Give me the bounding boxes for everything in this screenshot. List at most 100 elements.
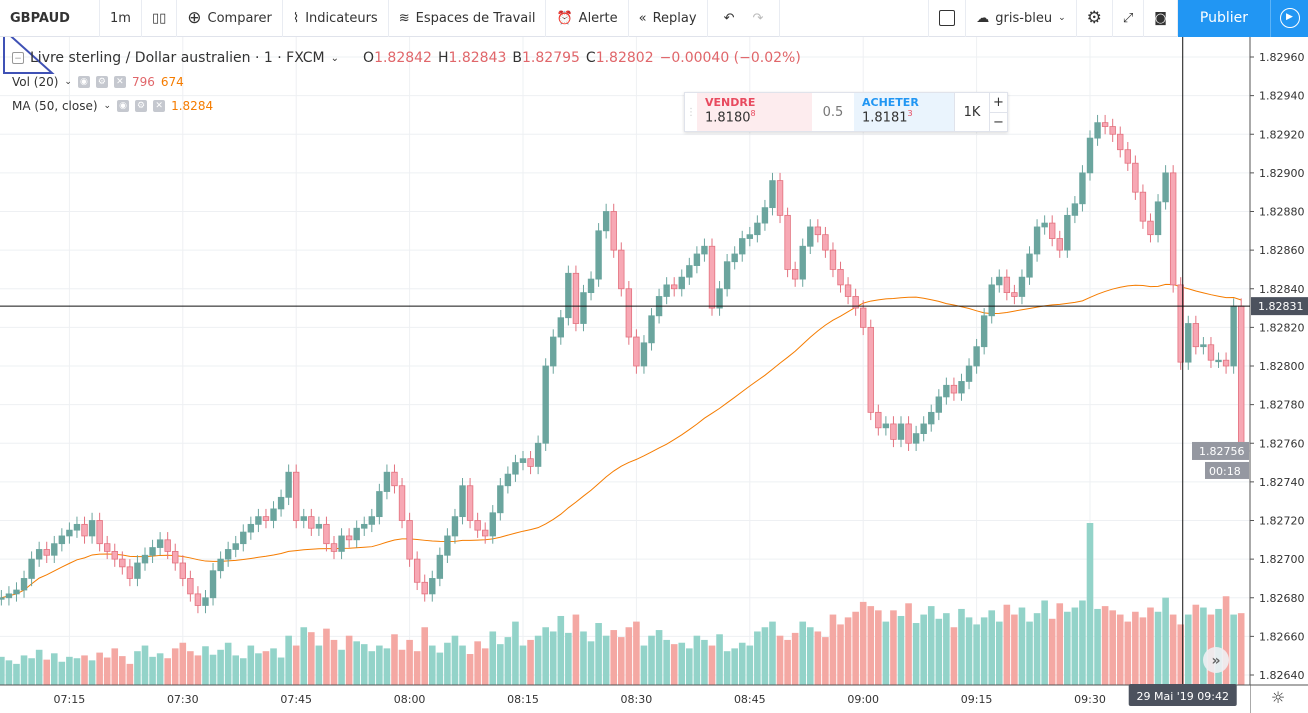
candle xyxy=(361,523,368,529)
drag-handle-icon[interactable]: ⋮ xyxy=(686,106,696,118)
snapshot-button[interactable]: ◙ xyxy=(1144,0,1178,37)
candle xyxy=(610,211,617,251)
camera-icon: ◙ xyxy=(1154,10,1167,26)
candle xyxy=(648,315,655,344)
volume-bar xyxy=(156,653,164,685)
volume-bar xyxy=(149,656,156,685)
close-value: 1.82802 xyxy=(595,50,654,66)
time-tick-label: 09:00 xyxy=(847,693,879,706)
candle xyxy=(391,471,398,487)
low-label: B xyxy=(512,50,523,66)
chevron-down-icon[interactable]: ⌄ xyxy=(64,77,72,87)
volume-bar xyxy=(1064,611,1071,685)
candle xyxy=(13,589,20,595)
candle xyxy=(406,520,413,560)
volume-bar xyxy=(171,648,179,685)
fullscreen-button[interactable]: ⤢ xyxy=(1113,0,1145,37)
theme-label: gris-bleu xyxy=(995,10,1053,26)
theme-button[interactable]: ☁ gris-bleu ⌄ xyxy=(966,0,1077,37)
axis-settings-icon[interactable]: ☼ xyxy=(1271,688,1285,707)
alert-button[interactable]: ⏰ Alerte xyxy=(546,0,629,37)
volume-bar xyxy=(1101,606,1109,685)
candle xyxy=(353,527,360,541)
volume-bar xyxy=(837,624,844,685)
candle xyxy=(277,496,285,510)
interval-button[interactable]: 1m xyxy=(100,0,142,37)
candle xyxy=(51,543,58,556)
candle xyxy=(761,207,769,224)
time-tick-label: 08:00 xyxy=(394,693,426,706)
quantity-field[interactable]: 1K xyxy=(954,93,989,131)
decrease-quantity-button[interactable]: − xyxy=(990,112,1007,132)
volume-bar xyxy=(610,630,618,685)
replay-button[interactable]: « Replay xyxy=(629,0,708,37)
candle xyxy=(1207,344,1215,361)
alert-label: Alerte xyxy=(578,10,618,26)
settings-button[interactable]: ⚙ xyxy=(1077,0,1113,37)
candle xyxy=(958,381,965,394)
volume-indicator-label[interactable]: Vol (20) xyxy=(12,75,59,89)
symbol-search[interactable]: GBPAUD xyxy=(0,0,100,37)
candle xyxy=(444,535,451,556)
candle xyxy=(844,284,852,297)
close-icon[interactable]: ✕ xyxy=(113,76,126,88)
chevron-down-icon[interactable]: ⌄ xyxy=(330,52,340,64)
workspaces-button[interactable]: ≋ Espaces de Travail xyxy=(389,0,547,37)
price-tick-label: 1.82860 xyxy=(1259,244,1305,257)
candle xyxy=(731,253,738,263)
gear-icon[interactable]: ⚙ xyxy=(95,76,108,88)
volume-bar xyxy=(595,623,602,685)
candle xyxy=(580,292,587,324)
triangle-drawing[interactable] xyxy=(3,29,55,74)
close-icon[interactable]: ✕ xyxy=(153,100,166,112)
candle xyxy=(527,458,534,467)
volume-bar xyxy=(1033,613,1041,685)
collapse-icon[interactable]: − xyxy=(12,52,24,64)
volume-bar xyxy=(50,653,58,685)
buy-button[interactable]: ACHETER 1.81813 xyxy=(854,93,954,131)
price-axis xyxy=(1250,37,1308,713)
chart-type-button[interactable]: ▯▯ xyxy=(142,0,178,37)
volume-bar xyxy=(1147,607,1154,685)
volume-bar xyxy=(920,614,927,685)
scroll-to-realtime-button[interactable] xyxy=(1203,647,1229,673)
candle xyxy=(867,326,874,413)
layout-button[interactable] xyxy=(928,0,967,37)
volume-bar xyxy=(995,621,1003,685)
increase-quantity-button[interactable]: + xyxy=(993,95,1004,110)
candle xyxy=(43,549,50,556)
eye-icon[interactable]: ◉ xyxy=(117,100,130,112)
sell-button[interactable]: VENDRE 1.81808 xyxy=(697,93,812,131)
volume-bar xyxy=(292,645,300,685)
compare-button[interactable]: ⊕ Comparer xyxy=(177,0,283,37)
candle xyxy=(1200,344,1207,348)
candle xyxy=(119,558,126,568)
candle xyxy=(247,523,255,533)
volume-bar xyxy=(0,656,5,685)
volume-bar xyxy=(1177,624,1185,685)
chevron-down-icon[interactable]: ⌄ xyxy=(103,101,112,111)
volume-bar xyxy=(655,630,663,685)
gear-icon[interactable]: ⚙ xyxy=(135,100,148,112)
candle xyxy=(882,423,890,429)
candle xyxy=(255,516,262,525)
volume-bar xyxy=(890,610,897,685)
undo-icon[interactable]: ↶ xyxy=(723,10,735,26)
high-label: H xyxy=(437,50,449,66)
volume-bar xyxy=(859,601,867,685)
redo-icon[interactable]: ↷ xyxy=(752,10,764,26)
publish-button[interactable]: Publier xyxy=(1177,0,1270,37)
price-tick-label: 1.82780 xyxy=(1259,399,1305,412)
eye-icon[interactable]: ◉ xyxy=(77,76,90,88)
candle xyxy=(1079,172,1086,205)
price-tick-label: 1.82800 xyxy=(1259,360,1305,373)
play-button[interactable]: ▶ xyxy=(1270,0,1308,37)
price-tick-label: 1.82960 xyxy=(1259,51,1305,64)
ohlc-high: H1.82843 xyxy=(438,50,506,66)
ma-indicator-label[interactable]: MA (50, close) xyxy=(12,99,98,113)
indicators-button[interactable]: ⌇ Indicateurs xyxy=(283,0,389,37)
candle xyxy=(950,384,958,394)
sell-price-sup: 8 xyxy=(750,109,756,118)
candle xyxy=(625,288,633,338)
